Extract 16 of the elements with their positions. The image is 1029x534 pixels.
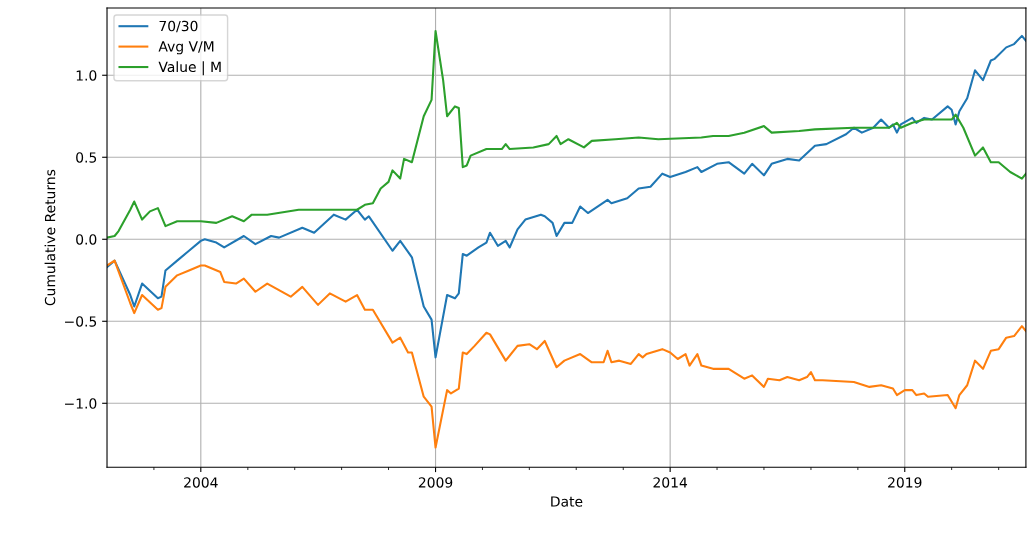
legend-label: 70/30 xyxy=(159,20,198,33)
line-series xyxy=(107,259,1026,449)
y-tick-label: 0.0 xyxy=(76,234,97,245)
y-axis-title: Cumulative Returns xyxy=(44,169,56,306)
y-tick-label: −1.0 xyxy=(65,398,97,409)
y-tick-label: 0.5 xyxy=(76,152,97,163)
line-series xyxy=(107,34,1026,359)
x-tick-label: 2009 xyxy=(418,477,453,488)
y-tick-label: 1.0 xyxy=(76,70,97,81)
x-tick-label: 2004 xyxy=(184,477,218,488)
x-tick-label: 2019 xyxy=(888,477,922,488)
x-tick-label: 2014 xyxy=(653,477,688,488)
y-tick-label: −0.5 xyxy=(65,316,97,327)
x-axis-title: Date xyxy=(551,496,583,507)
legend-label: Avg V/M xyxy=(158,41,214,55)
legend-label: Value | M xyxy=(158,61,221,76)
